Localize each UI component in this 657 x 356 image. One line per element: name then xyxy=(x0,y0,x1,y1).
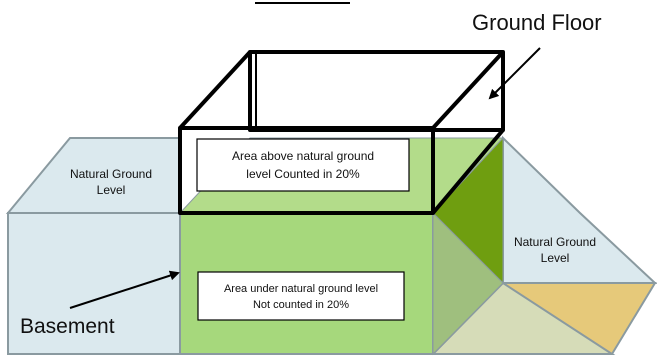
ground-floor-arrow xyxy=(488,47,541,100)
natural-ground-right-top xyxy=(502,135,657,284)
basement-label: Basement xyxy=(20,315,115,338)
natural-ground-right-label-line1: Natural Ground xyxy=(514,235,596,249)
basement-arrow xyxy=(69,270,180,309)
natural-ground-right-label-line2: Level xyxy=(541,251,570,265)
natural-ground-left-label-line2: Level xyxy=(97,183,126,197)
under-ground-label-box xyxy=(197,271,405,321)
ground-floor-label: Ground Floor xyxy=(472,10,602,35)
under-ground-text-line1: Area under natural ground level xyxy=(224,283,378,295)
natural-ground-left-label-line1: Natural Ground xyxy=(70,167,152,181)
above-ground-text-line1: Area above natural ground xyxy=(232,149,374,163)
above-ground-text-line2: level Counted in 20% xyxy=(246,167,360,181)
above-ground-label-box xyxy=(196,138,410,192)
under-ground-text-line2: Not counted in 20% xyxy=(253,299,349,311)
basement-side-mid xyxy=(432,211,504,356)
ground-floor-wireframe xyxy=(178,50,505,215)
